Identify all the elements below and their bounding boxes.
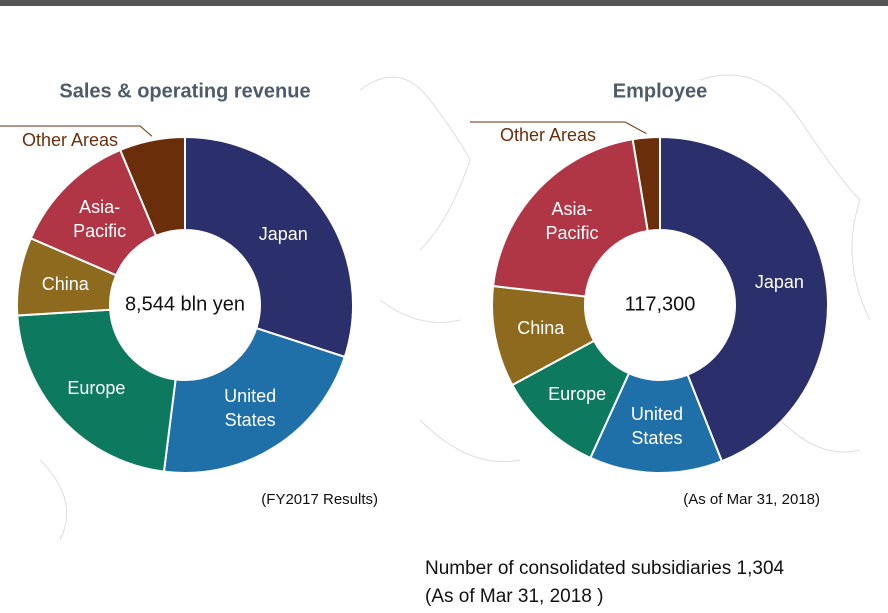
note: (FY2017 Results): [261, 491, 378, 508]
segment-label: Europe: [548, 383, 607, 404]
segment-label: Other Areas: [499, 125, 597, 145]
segment-label: Japan: [258, 223, 308, 244]
chart-title: Sales & operating revenue: [59, 80, 310, 102]
segment-label: Asia-Pacific: [73, 196, 127, 241]
leader-line: [470, 121, 647, 134]
segment-label: Other Areas: [21, 130, 119, 150]
segment-label: Europe: [67, 378, 126, 399]
donut-segment: [631, 135, 661, 233]
donut-segment: [491, 138, 649, 298]
segment-label: Asia-Pacific: [545, 199, 599, 244]
segment-label: China: [41, 274, 89, 295]
center-label: 117,300: [625, 293, 696, 315]
segment-label: Japan: [754, 272, 804, 293]
segment-label: United States: [224, 385, 277, 430]
segment-label: United States: [630, 404, 683, 449]
donut-segment: [162, 326, 347, 474]
footer-line: (As of Mar 31, 2018 ): [425, 586, 604, 607]
donut-segment: [184, 135, 354, 359]
note: (As of Mar 31, 2018): [683, 491, 820, 508]
top-bar: [0, 0, 888, 6]
donut-segment: [659, 135, 829, 463]
donut-segment: [16, 308, 177, 473]
chart-title: Employee: [613, 80, 707, 102]
leader-line: [0, 125, 153, 137]
donut-segment: [118, 135, 186, 238]
footer-line: Number of consolidated subsidiaries 1,30…: [425, 558, 785, 579]
map-background: [39, 74, 871, 541]
segment-label: China: [517, 318, 565, 339]
center-label: 8,544 bln yen: [125, 293, 245, 315]
